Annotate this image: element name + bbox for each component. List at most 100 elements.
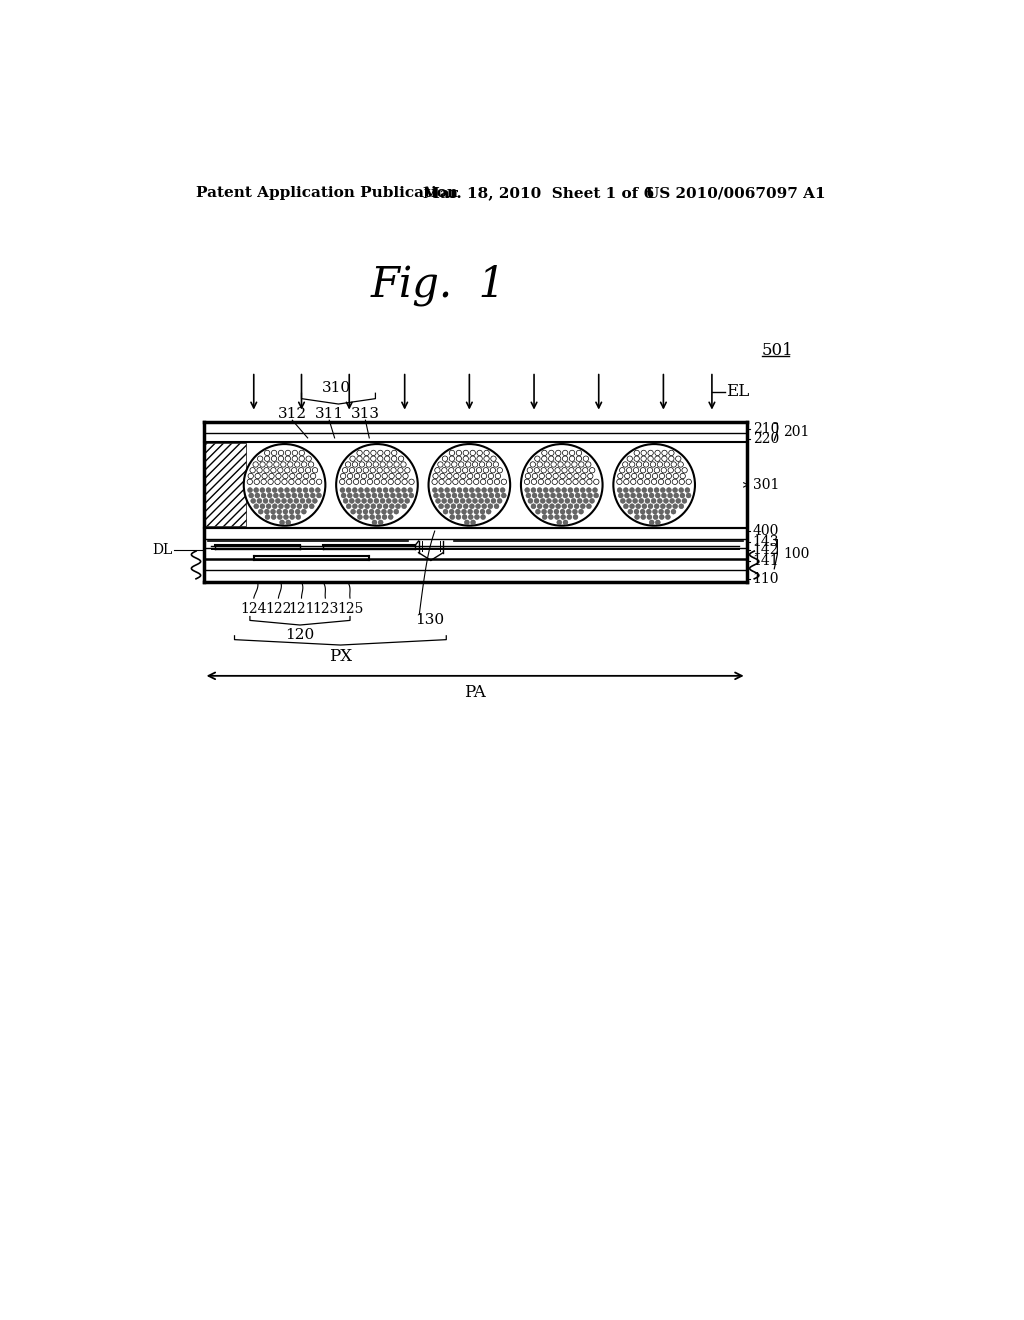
Circle shape xyxy=(272,487,278,492)
Circle shape xyxy=(254,479,259,484)
Circle shape xyxy=(502,492,506,498)
Circle shape xyxy=(645,499,650,503)
Circle shape xyxy=(346,504,351,508)
Circle shape xyxy=(368,499,373,503)
Circle shape xyxy=(654,467,659,473)
Circle shape xyxy=(658,479,664,484)
Circle shape xyxy=(586,462,591,467)
Circle shape xyxy=(652,474,657,479)
Circle shape xyxy=(463,504,468,508)
Circle shape xyxy=(654,487,659,492)
Circle shape xyxy=(474,515,479,520)
Circle shape xyxy=(464,492,469,498)
Circle shape xyxy=(292,467,297,473)
Circle shape xyxy=(377,467,382,473)
Text: 122: 122 xyxy=(265,602,292,616)
Circle shape xyxy=(531,479,537,484)
Circle shape xyxy=(357,515,362,520)
Circle shape xyxy=(449,467,454,473)
Circle shape xyxy=(631,479,636,484)
Text: 220: 220 xyxy=(753,432,779,446)
Circle shape xyxy=(409,479,414,484)
Circle shape xyxy=(548,467,553,473)
Circle shape xyxy=(376,515,381,520)
Circle shape xyxy=(654,504,659,508)
Circle shape xyxy=(487,479,493,484)
Circle shape xyxy=(278,515,283,520)
Circle shape xyxy=(587,479,592,484)
Circle shape xyxy=(285,487,290,492)
Circle shape xyxy=(673,504,678,508)
Circle shape xyxy=(634,450,639,455)
Circle shape xyxy=(380,462,385,467)
Circle shape xyxy=(303,474,309,479)
Circle shape xyxy=(541,467,547,473)
Circle shape xyxy=(582,492,587,498)
Circle shape xyxy=(559,479,564,484)
Circle shape xyxy=(301,462,307,467)
Circle shape xyxy=(680,492,685,498)
Circle shape xyxy=(480,510,485,513)
Circle shape xyxy=(587,487,591,492)
Circle shape xyxy=(560,474,565,479)
Circle shape xyxy=(309,504,314,508)
Circle shape xyxy=(274,479,281,484)
Circle shape xyxy=(643,462,649,467)
Circle shape xyxy=(395,479,400,484)
Circle shape xyxy=(530,462,536,467)
Circle shape xyxy=(659,515,665,520)
Circle shape xyxy=(269,474,274,479)
Circle shape xyxy=(572,479,579,484)
Circle shape xyxy=(286,450,291,455)
Text: 311: 311 xyxy=(314,407,344,421)
Circle shape xyxy=(271,450,276,455)
Circle shape xyxy=(437,462,443,467)
Circle shape xyxy=(470,450,475,455)
Circle shape xyxy=(660,504,666,508)
Circle shape xyxy=(248,487,253,492)
Circle shape xyxy=(469,467,475,473)
Circle shape xyxy=(438,504,443,508)
Circle shape xyxy=(673,474,679,479)
Circle shape xyxy=(389,474,394,479)
Circle shape xyxy=(450,510,455,513)
Circle shape xyxy=(377,504,382,508)
Circle shape xyxy=(292,492,297,498)
Circle shape xyxy=(524,479,529,484)
Circle shape xyxy=(630,504,635,508)
Circle shape xyxy=(292,455,298,462)
Circle shape xyxy=(286,492,291,498)
Circle shape xyxy=(364,467,369,473)
Circle shape xyxy=(310,474,315,479)
Circle shape xyxy=(524,487,529,492)
Circle shape xyxy=(682,499,687,503)
Circle shape xyxy=(451,487,456,492)
Circle shape xyxy=(657,499,663,503)
Circle shape xyxy=(463,450,469,455)
Text: 121: 121 xyxy=(288,602,314,616)
Circle shape xyxy=(594,492,599,498)
Circle shape xyxy=(356,467,361,473)
Circle shape xyxy=(267,462,272,467)
Circle shape xyxy=(378,520,383,525)
Circle shape xyxy=(633,499,638,503)
Circle shape xyxy=(444,487,450,492)
Circle shape xyxy=(273,492,279,498)
Circle shape xyxy=(358,504,364,508)
Circle shape xyxy=(282,499,287,503)
Circle shape xyxy=(302,479,308,484)
Circle shape xyxy=(686,479,691,484)
Circle shape xyxy=(671,462,677,467)
Circle shape xyxy=(549,515,553,520)
Circle shape xyxy=(527,467,532,473)
Circle shape xyxy=(289,510,294,513)
Circle shape xyxy=(573,474,580,479)
Circle shape xyxy=(442,455,447,462)
Circle shape xyxy=(353,492,358,498)
Circle shape xyxy=(281,462,286,467)
Circle shape xyxy=(291,487,296,492)
Circle shape xyxy=(346,479,352,484)
Circle shape xyxy=(637,492,642,498)
Circle shape xyxy=(535,467,540,473)
Circle shape xyxy=(625,492,630,498)
